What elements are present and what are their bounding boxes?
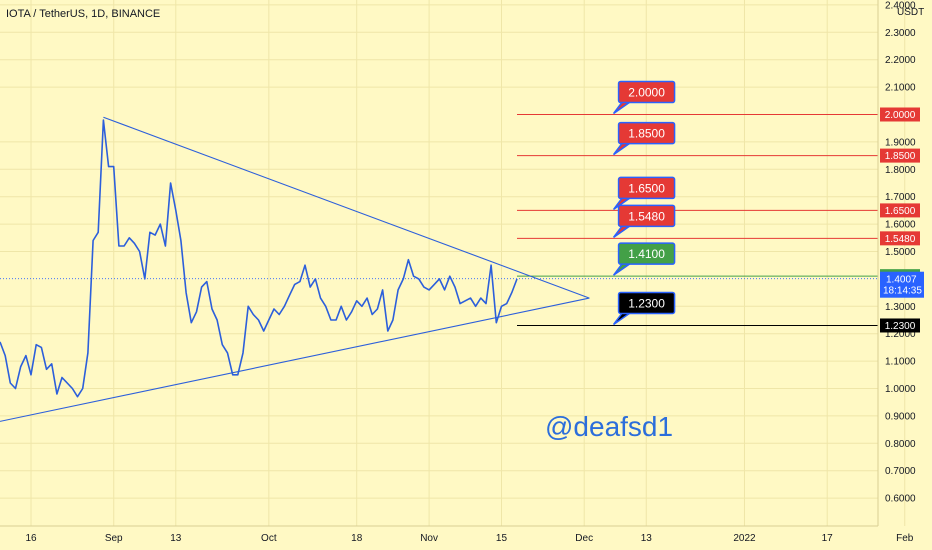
level-callout: 1.5480 (612, 204, 676, 238)
level-callout: 1.6500 (612, 176, 676, 211)
y-tick-label: 1.5000 (885, 247, 916, 258)
level-callout: 1.2300 (612, 291, 676, 326)
x-tick-label: Nov (420, 533, 438, 544)
x-tick-label: 15 (496, 533, 508, 544)
x-tick-label: 16 (25, 533, 37, 544)
y-tick-label: 2.3000 (885, 28, 916, 39)
level-callout: 2.0000 (612, 80, 676, 115)
axis-level-tag-text: 1.2300 (885, 321, 916, 332)
x-tick-label: 17 (822, 533, 834, 544)
axis-level-tag (880, 148, 920, 163)
axis-level-tag (880, 203, 920, 218)
y-tick-label: 1.0000 (885, 384, 916, 395)
y-tick-label: 1.7000 (885, 192, 916, 203)
callout-box (617, 80, 676, 104)
y-tick-label: 1.6000 (885, 220, 916, 231)
time-axis[interactable]: 16 Sep 13 Oct 18 Nov 15 Dec 13 2022 17 Feb (25, 533, 913, 544)
axis-level-tag-text: 1.5480 (885, 234, 916, 245)
y-tick-label: 1.9000 (885, 137, 916, 148)
y-tick-label: 2.1000 (885, 83, 916, 94)
grid-lines (0, 0, 906, 526)
callout-text: 2.0000 (628, 86, 665, 100)
callout-box (617, 242, 676, 265)
axis-level-tag (880, 318, 920, 333)
axis-level-tag (880, 107, 920, 122)
axis-level-tag-text: 1.6500 (885, 206, 916, 217)
last-price-text: 1.4007 (886, 275, 917, 286)
price-line (0, 119, 518, 398)
callout-text: 1.5480 (628, 209, 665, 223)
horizontal-levels (517, 114, 878, 326)
y-tick-label: 2.2000 (885, 55, 916, 66)
y-tick-label: 0.9000 (885, 411, 916, 422)
trendline-upper (103, 116, 590, 299)
price-axis[interactable]: 2.4000 2.3000 2.2000 2.1000 1.9000 1.8000 1.70… (885, 0, 916, 504)
callout-text: 1.6500 (628, 181, 665, 195)
callout-text: 1.2300 (628, 296, 665, 310)
price-axis-level-tags: 2.00001.85001.65001.54801.41001.23001.40… (880, 107, 924, 333)
y-tick-label: 1.2000 (885, 329, 916, 340)
level-callout: 1.8500 (612, 121, 676, 156)
currency-label: USDT (897, 7, 924, 18)
y-tick-label: 1.1000 (885, 357, 916, 368)
trendline-lower (0, 297, 590, 422)
level-callouts: 2.0000 1.8500 1.6500 1.5480 1.4100 1.2300 (612, 80, 676, 326)
callout-box (617, 121, 676, 145)
callout-box (617, 291, 676, 315)
axis-level-tag-text: 2.0000 (885, 110, 916, 121)
callout-box (617, 204, 676, 228)
chart-title: IOTA / TetherUS, 1D, BINANCE (6, 8, 160, 20)
x-tick-label: 18 (351, 533, 363, 544)
countdown-text: 18:14:35 (883, 286, 922, 297)
x-tick-label: 13 (170, 533, 182, 544)
x-tick-label: Oct (261, 533, 277, 544)
y-tick-label: 2.4000 (885, 0, 916, 11)
level-callout: 1.4100 (612, 242, 676, 276)
x-tick-label: 2022 (733, 533, 756, 544)
axis-level-tag-text: 1.8500 (885, 151, 916, 162)
y-tick-label: 1.8000 (885, 165, 916, 176)
x-tick-label: 13 (641, 533, 653, 544)
y-tick-label: 1.3000 (885, 302, 916, 313)
callout-text: 1.4100 (628, 247, 665, 261)
triangle-trendlines (0, 116, 590, 422)
y-tick-label: 0.8000 (885, 439, 916, 450)
y-tick-label: 0.7000 (885, 466, 916, 477)
x-tick-label: Dec (575, 533, 593, 544)
callout-box (617, 176, 676, 200)
y-tick-label: 0.6000 (885, 494, 916, 505)
callout-text: 1.8500 (628, 127, 665, 141)
last-price-tag (880, 271, 924, 298)
x-tick-label: Sep (105, 533, 123, 544)
x-tick-label: Feb (896, 533, 914, 544)
axis-level-tag (880, 231, 920, 246)
watermark: @deafsd1 (545, 411, 673, 442)
